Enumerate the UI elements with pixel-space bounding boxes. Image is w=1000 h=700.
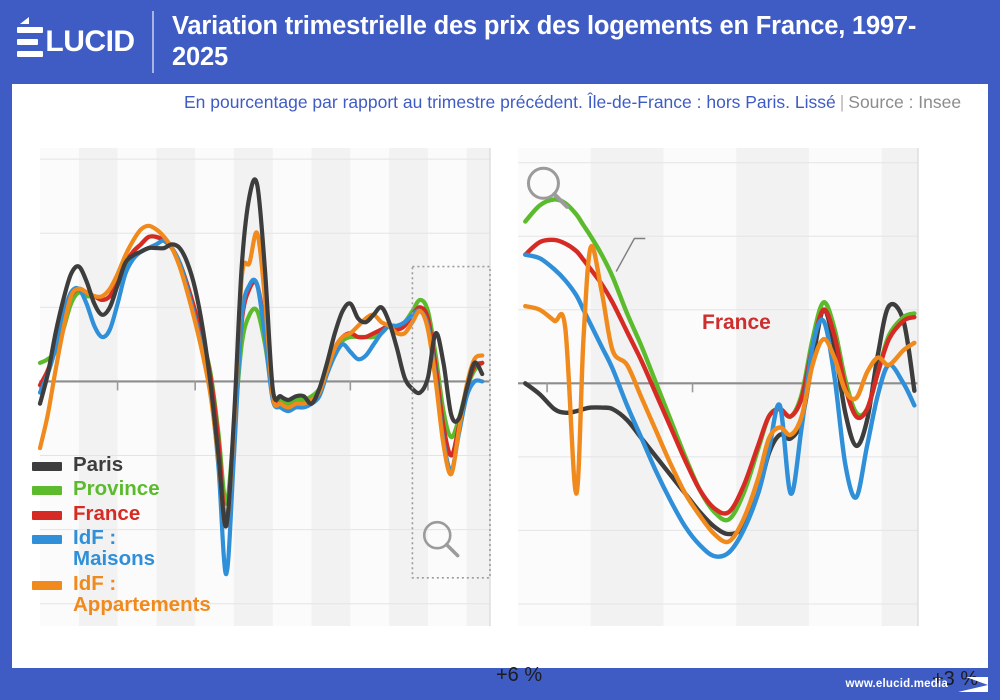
series-line bbox=[523, 301, 917, 537]
france-leader-line bbox=[615, 237, 646, 272]
series-line bbox=[37, 223, 485, 529]
legend-label: IdF : Maisons bbox=[73, 525, 156, 571]
legend-item: France bbox=[32, 501, 267, 525]
france-series-annotation: France bbox=[702, 311, 771, 334]
subtitle-main: En pourcentage par rapport au trimestre … bbox=[184, 92, 836, 112]
y-tick-label: +6 % bbox=[496, 664, 543, 687]
subtitle: En pourcentage par rapport au trimestre … bbox=[184, 90, 974, 115]
chart-right-svg bbox=[518, 148, 919, 626]
header-divider bbox=[152, 11, 154, 73]
legend-swatch bbox=[32, 534, 62, 544]
magnifier-icon bbox=[526, 166, 570, 209]
magnifier-icon bbox=[422, 520, 460, 558]
chart-card: En pourcentage par rapport au trimestre … bbox=[12, 84, 988, 689]
page-title: Variation trimestrielle des prix des log… bbox=[172, 11, 917, 71]
legend-item: Paris bbox=[32, 454, 267, 475]
chart-left-1997-2025: +6 %+4 %+2 %0-2 %-4 %-6 % 19972002200720… bbox=[22, 142, 542, 685]
legend-swatch bbox=[32, 580, 62, 590]
chart-left-svg bbox=[37, 148, 491, 626]
legend-item: IdF : Appartements bbox=[32, 571, 267, 616]
series-line bbox=[523, 243, 917, 545]
legend-label: France bbox=[73, 501, 141, 525]
legend-label: IdF : Appartements bbox=[73, 571, 211, 616]
logo-e-glyph-icon bbox=[17, 17, 44, 57]
chart-right-zoom-2021-2025: +3 %+2 %+1 %0-1 %-2 %-3 % 202120232025 bbox=[512, 142, 978, 689]
legend-swatch bbox=[32, 462, 62, 471]
legend-item: Province bbox=[32, 477, 267, 501]
legend-swatch bbox=[32, 486, 62, 496]
elucid-mark-icon bbox=[954, 676, 988, 692]
legend-label: Province bbox=[73, 477, 160, 501]
elucid-logo: LUCID bbox=[0, 0, 152, 84]
legend: Paris Province France IdF : Maisons IdF : Ap… bbox=[32, 454, 267, 618]
series-line bbox=[37, 177, 485, 529]
subtitle-source: Source : Insee bbox=[848, 92, 962, 112]
series-line bbox=[523, 237, 917, 516]
legend-label: Paris bbox=[73, 453, 124, 476]
legend-swatch bbox=[32, 510, 62, 520]
subtitle-separator: | bbox=[839, 92, 845, 112]
logo-wordmark: LUCID bbox=[45, 25, 135, 58]
footer-bar: www.elucid.media bbox=[0, 668, 1000, 700]
header-bar: LUCID Variation trimestrielle des prix d… bbox=[0, 0, 1000, 84]
legend-item: IdF : Maisons bbox=[32, 527, 267, 570]
series-line bbox=[37, 238, 485, 577]
watermark-text: www.elucid.media bbox=[845, 678, 948, 690]
